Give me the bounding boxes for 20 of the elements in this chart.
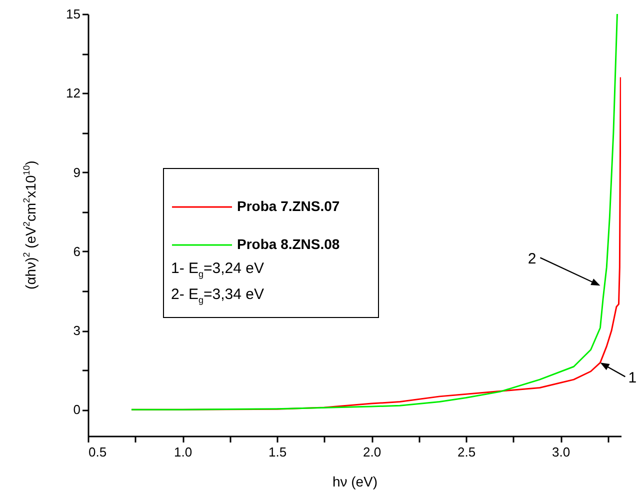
y-tick-label: 9 [73, 164, 80, 180]
x-tick-label: 2.5 [457, 444, 476, 460]
annotation: 2- E$_{g}$=3,34 eV [171, 286, 264, 305]
y-tick-label: 6 [73, 244, 80, 259]
annotation: 1- E$_{g}$=3,24 eV [171, 260, 264, 279]
line-series [130, 14, 618, 410]
x-tick-label: 0.5 [88, 444, 107, 460]
x-axis-title: hν (eV) [332, 474, 378, 490]
y-tick-label: 15 [66, 6, 80, 22]
x-tick-label: 2.0 [362, 444, 382, 460]
x-tick-label: 3.0 [552, 444, 570, 460]
x-tick-label: 1.5 [268, 444, 287, 460]
annotation: 1 [628, 370, 637, 387]
y-tick-label: 3 [73, 323, 80, 338]
y-tick-label: 0 [73, 402, 80, 418]
x-tick-label: 1.0 [174, 444, 192, 460]
legend-label: Proba 7.ZNS.07 [237, 198, 340, 214]
legend-label: Proba 8.ZNS.08 [237, 236, 340, 252]
y-tick-label: 12 [66, 86, 80, 101]
annotation: 2 [528, 250, 536, 268]
